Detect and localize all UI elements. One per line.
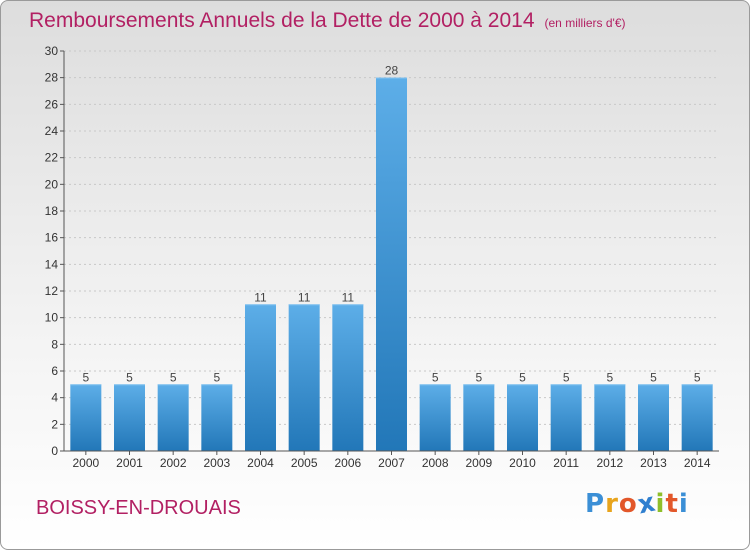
- y-tick-label: 16: [45, 231, 59, 245]
- data-label-2004: 11: [254, 290, 267, 304]
- y-tick-label: 4: [51, 391, 58, 405]
- data-label-2009: 5: [475, 370, 482, 384]
- bar-2000: [70, 384, 102, 451]
- y-tick-label: 8: [51, 337, 58, 351]
- data-label-2002: 5: [170, 370, 177, 384]
- data-label-2013: 5: [650, 370, 657, 384]
- bar-2010: [507, 384, 538, 451]
- proxiti-logo: Proxiti: [585, 487, 689, 520]
- y-tick-label: 0: [51, 444, 58, 458]
- bar-2011: [550, 384, 582, 451]
- chart-title: Remboursements Annuels de la Dette de 20…: [29, 9, 626, 33]
- bar-2012: [594, 384, 626, 451]
- bar-2001: [114, 384, 145, 451]
- x-label-2007: 2007: [378, 456, 405, 470]
- bar-2002: [157, 384, 189, 451]
- unit-note: (en milliers d'€): [544, 16, 626, 30]
- bar-2003: [201, 384, 233, 451]
- y-tick-label: 2: [51, 417, 58, 431]
- bar-2014: [681, 384, 713, 451]
- x-label-2004: 2004: [247, 456, 274, 470]
- y-tick-label: 10: [45, 311, 59, 325]
- x-label-2002: 2002: [160, 456, 187, 470]
- y-tick-label: 6: [51, 364, 58, 378]
- logo-letter: i: [655, 489, 666, 519]
- x-label-2010: 2010: [509, 456, 536, 470]
- x-label-2006: 2006: [334, 456, 361, 470]
- bar-2013: [638, 384, 669, 451]
- bar-2005: [288, 304, 320, 451]
- data-label-2005: 11: [298, 290, 311, 304]
- data-label-2003: 5: [213, 370, 220, 384]
- logo-letter: t: [665, 489, 679, 519]
- y-tick-label: 14: [45, 257, 59, 271]
- x-label-2009: 2009: [465, 456, 492, 470]
- y-tick-label: 24: [45, 124, 59, 138]
- data-label-2001: 5: [126, 370, 133, 384]
- x-label-2014: 2014: [684, 456, 711, 470]
- y-tick-label: 22: [45, 151, 59, 165]
- y-tick-label: 30: [45, 44, 59, 58]
- axes: [60, 50, 719, 455]
- x-label-2011: 2011: [553, 456, 579, 470]
- bars: [70, 77, 713, 452]
- x-label-2008: 2008: [422, 456, 449, 470]
- data-label-2010: 5: [519, 370, 526, 384]
- y-tick-label: 20: [45, 177, 59, 191]
- y-tick-label: 28: [45, 71, 59, 85]
- bar-2007: [376, 77, 407, 452]
- data-label-2008: 5: [432, 370, 439, 384]
- data-label-2014: 5: [694, 370, 701, 384]
- x-label-2001: 2001: [116, 456, 143, 470]
- x-label-2012: 2012: [596, 456, 623, 470]
- commune-name: BOISSY-EN-DROUAIS: [36, 497, 241, 519]
- title-text: Remboursements Annuels de la Dette de 20…: [29, 9, 535, 32]
- labels: 0246810121416182022242628305200052001520…: [45, 44, 711, 470]
- x-label-2003: 2003: [203, 456, 230, 470]
- bar-2008: [419, 384, 451, 451]
- logo-letter: r: [605, 489, 619, 519]
- data-label-2000: 5: [82, 370, 89, 384]
- data-label-2011: 5: [563, 370, 570, 384]
- y-tick-label: 18: [45, 204, 59, 218]
- x-label-2005: 2005: [291, 456, 318, 470]
- data-label-2007: 28: [385, 64, 399, 78]
- y-tick-label: 12: [45, 284, 59, 298]
- logo-letter: i: [678, 489, 689, 519]
- logo-letter: P: [585, 489, 606, 519]
- x-label-2013: 2013: [640, 456, 667, 470]
- bar-2006: [332, 304, 364, 451]
- y-tick-label: 26: [45, 97, 59, 111]
- bar-2004: [245, 304, 276, 451]
- x-label-2000: 2000: [72, 456, 99, 470]
- data-label-2006: 11: [342, 290, 355, 304]
- logo-letter: o: [618, 489, 638, 519]
- bar-2009: [463, 384, 495, 451]
- data-label-2012: 5: [606, 370, 613, 384]
